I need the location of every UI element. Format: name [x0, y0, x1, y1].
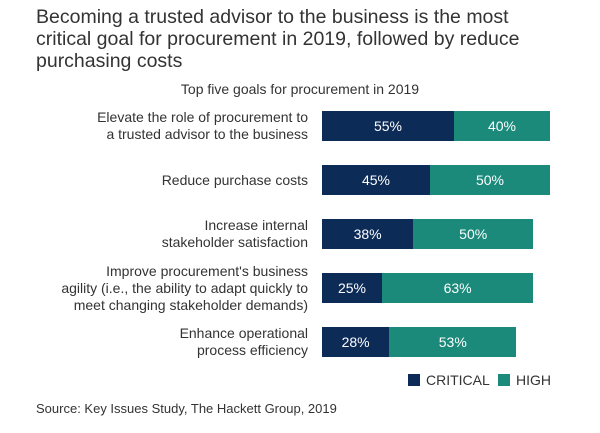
- category-label-line: process efficiency: [196, 342, 308, 358]
- headline: Becoming a trusted advisor to the busine…: [36, 6, 520, 72]
- category-label: Enhance operational process efficiency: [180, 325, 308, 359]
- legend-swatch-critical: [408, 374, 420, 386]
- chart-title: Top five goals for procurement in 2019: [180, 81, 420, 97]
- bar-high: 63%: [382, 273, 534, 303]
- bar-high: 53%: [389, 327, 517, 357]
- data-label-high: 40%: [487, 118, 517, 134]
- bar-high: 50%: [413, 219, 534, 249]
- data-label-critical: 25%: [337, 280, 367, 296]
- legend-swatch-high: [498, 374, 510, 386]
- category-label-line: stakeholder satisfaction: [161, 234, 308, 250]
- data-label-critical: 55%: [373, 118, 403, 134]
- data-label-high: 50%: [459, 226, 488, 242]
- category-label-line: agility (i.e., the ability to adapt quic…: [61, 279, 308, 296]
- source-note: Source: Key Issues Study, The Hackett Gr…: [36, 401, 337, 416]
- category-label: Improve procurement's business agility (i…: [61, 263, 308, 314]
- legend-item-high: HIGH: [498, 372, 551, 388]
- bar-high: 50%: [430, 165, 550, 195]
- category-label-line: Increase internal: [204, 217, 308, 233]
- category-label: Elevate the role of procurement to a trus…: [97, 109, 308, 143]
- bar-high: 40%: [454, 111, 550, 141]
- legend-label-high: HIGH: [516, 372, 551, 388]
- category-label-line: meet changing stakeholder demands): [73, 296, 308, 313]
- bar-critical: 45%: [322, 165, 430, 195]
- legend-label-critical: CRITICAL: [426, 372, 490, 388]
- bar-critical: 28%: [322, 327, 390, 357]
- data-label-high: 53%: [438, 334, 467, 350]
- data-label-critical: 38%: [353, 226, 382, 242]
- bar-critical: 55%: [322, 111, 454, 141]
- category-label: Reduce purchase costs: [162, 172, 308, 189]
- data-label-high: 63%: [443, 280, 472, 296]
- data-label-critical: 45%: [361, 172, 391, 188]
- data-label-critical: 28%: [341, 334, 370, 350]
- legend-item-critical: CRITICAL: [408, 372, 490, 388]
- category-label-line: Reduce purchase costs: [161, 171, 308, 188]
- category-label-line: a trusted advisor to the business: [106, 126, 308, 142]
- category-label-line: Improve procurement's business: [106, 262, 308, 279]
- category-label-line: Elevate the role of procurement to: [97, 109, 308, 125]
- bar-critical: 25%: [322, 273, 382, 303]
- category-label: Increase internal stakeholder satisfactio…: [162, 217, 308, 251]
- bar-critical: 38%: [322, 219, 414, 249]
- data-label-high: 50%: [475, 172, 505, 188]
- category-label-line: Enhance operational: [179, 325, 308, 341]
